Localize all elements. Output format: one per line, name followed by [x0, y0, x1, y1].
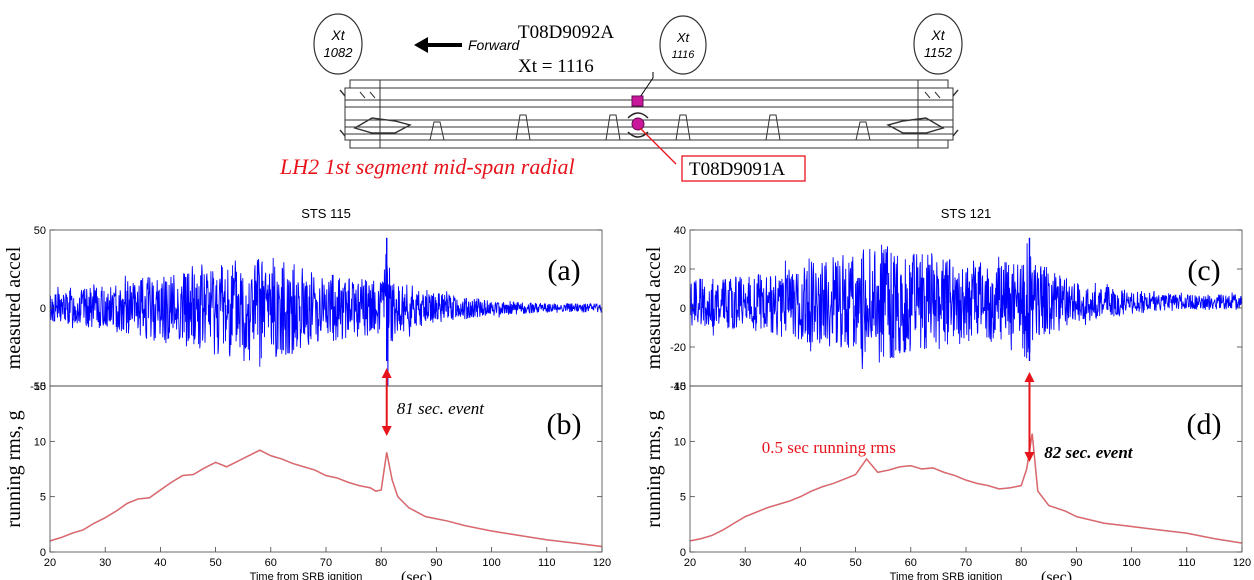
x-tick-label: 50: [209, 557, 221, 569]
x-tick-label: 60: [905, 557, 917, 569]
y-tick-label: 15: [34, 381, 46, 393]
event-arrow-82: [1024, 372, 1035, 462]
station-label: Xt: [676, 30, 691, 45]
x-tick-label: 30: [99, 557, 111, 569]
x-tick-label: 110: [538, 557, 556, 569]
x-tick-label: 80: [375, 557, 387, 569]
station-label: Xt: [330, 27, 345, 43]
axes-frame: [49, 385, 603, 553]
rms-annotation: 0.5 sec running rms: [762, 438, 896, 457]
panel-label: (b): [547, 408, 582, 441]
event-arrow-head-up: [1024, 372, 1035, 382]
y-axis-label: running rms, g: [3, 410, 25, 527]
accel-trace: [690, 243, 1242, 370]
chart-title: STS 115: [301, 206, 351, 221]
panel-label: (d): [1187, 408, 1222, 441]
x-tick-label: 20: [44, 557, 56, 569]
x-tick-label: 100: [1122, 557, 1140, 569]
x-tick-label: 120: [593, 557, 611, 569]
y-tick-label: 0: [680, 547, 686, 559]
x-tick-label: 30: [739, 557, 751, 569]
x-tick-label: 50: [849, 557, 861, 569]
y-tick-label: 20: [674, 264, 686, 276]
station-value: 1152: [924, 45, 953, 60]
event-arrow-head-down: [1024, 452, 1035, 462]
sensor-top-marker: [631, 95, 644, 107]
sensor-bottom-label: T08D9091A: [689, 159, 785, 180]
y-tick-label: 0: [680, 303, 686, 315]
x-tick-label: 40: [154, 557, 166, 569]
y-axis-label: measured accel: [3, 246, 25, 369]
diagram-caption: LH2 1st segment mid-span radial: [279, 154, 575, 179]
forward-arrow-icon: [414, 37, 462, 53]
x-axis-label: Time from SRB ignition: [250, 571, 363, 580]
x-axis-unit: (sec): [401, 569, 432, 580]
x-axis-unit: (sec): [1041, 569, 1072, 580]
x-tick-label: 60: [265, 557, 277, 569]
y-axis-label: running rms, g: [643, 410, 665, 527]
x-tick-label: 20: [684, 557, 696, 569]
sensor-bottom-box: [681, 155, 806, 182]
panel-label: (a): [547, 254, 580, 287]
event-arrow-81: [381, 368, 392, 436]
y-tick-label: 5: [40, 492, 46, 504]
y-tick-label: 0: [40, 547, 46, 559]
chart-panel-1: STS 115 50 0 -50 measured accel (a): [3, 206, 603, 393]
rms-shadow-line: [50, 449, 602, 548]
sensor-bottom-leader: [639, 127, 677, 165]
y-tick-label: -40: [670, 381, 686, 393]
sensor-top-label: T08D9092A: [518, 22, 614, 43]
event-annotation: 81 sec. event: [397, 399, 486, 418]
y-tick-label: 0: [40, 303, 46, 315]
chart-panel-4: 0 5 10 15 20 30 40 50 60 70 80 90 100 110 120 Time from…: [643, 381, 1251, 580]
station-xt-1082: Xt 1082: [313, 13, 363, 75]
x-tick-label: 40: [794, 557, 806, 569]
chart-panel-3: STS 121 40 20 0 -20 -40 measured accel (c): [643, 206, 1243, 393]
x-tick-label: 90: [430, 557, 442, 569]
station-xt-1152: Xt 1152: [913, 13, 963, 75]
accel-trace: [50, 254, 602, 386]
x-tick-label: 70: [320, 557, 332, 569]
x-axis-label: Time from SRB ignition: [890, 571, 1003, 580]
plot-area: [50, 237, 602, 386]
x-tick-label: 90: [1070, 557, 1082, 569]
station-value: 1082: [324, 45, 354, 60]
plot-area: [690, 433, 1242, 544]
event-arrow-head-up: [381, 368, 392, 378]
y-tick-label: 50: [34, 225, 46, 237]
event-arrow-head-down: [381, 426, 392, 436]
panel-label: (c): [1187, 254, 1220, 287]
station-label: Xt: [930, 27, 945, 43]
x-tick-label: 110: [1178, 557, 1196, 569]
segment-structure: [339, 79, 959, 149]
forward-label: Forward: [468, 37, 521, 53]
rms-line: [690, 433, 1242, 544]
y-tick-label: -50: [30, 381, 46, 393]
y-axis-label: measured accel: [643, 246, 665, 369]
chart-panel-2: 0 5 10 15 20 30 40 50 60 70 80 90 100 110 120 Time from…: [3, 381, 611, 580]
plot-area: [690, 237, 1242, 370]
x-tick-label: 100: [482, 557, 500, 569]
station-value: 1116: [672, 49, 696, 61]
event-annotation: 82 sec. event: [1044, 443, 1134, 462]
plot-area: [50, 449, 602, 548]
y-tick-label: 40: [674, 225, 686, 237]
station-xt-1116: Xt 1116: [659, 15, 707, 75]
x-tick-label: 80: [1015, 557, 1027, 569]
structure-diagram: Xt 1082 Xt 1116 Xt 1152 Forward T08D9092…: [279, 13, 963, 182]
x-tick-label: 120: [1233, 557, 1251, 569]
sensor-top-xt: Xt = 1116: [518, 56, 594, 77]
x-tick-label: 70: [960, 557, 972, 569]
y-tick-label: 10: [674, 436, 686, 448]
sensor-bottom-marker: [631, 117, 645, 131]
y-tick-label: -20: [670, 342, 686, 354]
rms-line: [50, 449, 602, 548]
y-tick-label: 15: [674, 381, 686, 393]
chart-title: STS 121: [941, 206, 992, 221]
y-tick-label: 10: [34, 436, 46, 448]
y-tick-label: 5: [680, 492, 686, 504]
axes-frame: [689, 385, 1243, 553]
